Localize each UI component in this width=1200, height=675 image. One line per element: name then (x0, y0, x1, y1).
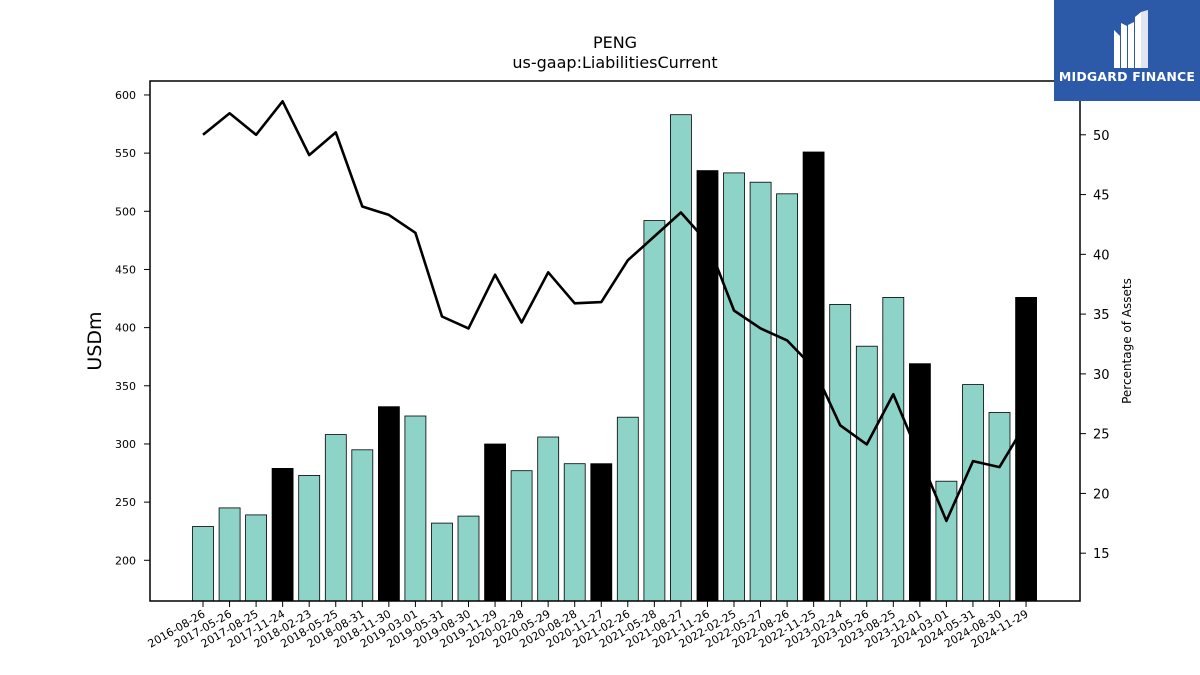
bar-2022-11-25 (802, 151, 825, 602)
bar-2018-02-23 (298, 474, 321, 602)
y2-tick-label: 25 (1093, 428, 1110, 443)
bar-2024-03-01 (935, 480, 958, 602)
bar-2024-11-29 (1015, 296, 1037, 602)
bar-2016-08-26 (192, 526, 214, 602)
y-tick-label: 450 (115, 263, 136, 276)
bar-2023-12-01 (909, 363, 931, 602)
bar-2019-08-30 (457, 515, 480, 602)
y-tick-label: 350 (115, 380, 136, 393)
y-tick-label: 250 (115, 496, 136, 509)
y2-tick-label: 50 (1093, 129, 1110, 144)
y-tick-label: 200 (115, 554, 136, 567)
y2-tick-label: 20 (1093, 487, 1110, 502)
bar-2019-03-01 (404, 415, 427, 602)
y2-tick-label: 35 (1093, 308, 1110, 323)
bar-2017-08-25 (245, 514, 268, 602)
bar-2024-05-31 (962, 384, 984, 602)
bar-2018-08-31 (351, 449, 374, 602)
logo-text: MIDGARD FINANCE (1058, 69, 1196, 84)
bar-2022-02-25 (723, 172, 745, 602)
bar-2020-02-28 (510, 470, 533, 602)
y2-tick-label: 40 (1093, 248, 1110, 263)
y-axis-label: USDm (84, 311, 106, 370)
bar-2018-05-25 (324, 434, 347, 602)
bar-2019-05-31 (431, 522, 453, 602)
bar-2023-08-25 (882, 296, 905, 602)
bar-2019-11-29 (484, 443, 507, 602)
bar-2018-11-30 (377, 406, 400, 602)
y2-tick-label: 15 (1093, 547, 1110, 562)
bar-2020-08-28 (563, 463, 586, 602)
y-tick-label: 400 (115, 322, 136, 335)
bar-2022-08-26 (776, 193, 798, 602)
bar-2017-05-26 (218, 507, 241, 602)
bar-2020-11-27 (590, 463, 613, 602)
y-tick-label: 550 (115, 147, 136, 160)
bar-2023-02-24 (829, 303, 852, 602)
bar-2021-05-28 (643, 220, 666, 602)
bar-2021-08-27 (670, 114, 692, 602)
y-tick-label: 300 (115, 438, 136, 451)
y-tick-label: 500 (115, 205, 136, 218)
chart-title: PENG (593, 33, 637, 52)
y2-tick-label: 30 (1093, 368, 1110, 383)
percentage-line (202, 100, 1028, 523)
y2-tick-label: 45 (1093, 189, 1110, 204)
bar-2023-05-26 (855, 345, 878, 602)
bar-2024-08-30 (988, 412, 1011, 602)
midgard-finance-logo: MIDGARD FINANCE (1054, 0, 1200, 101)
y-tick-label: 600 (115, 89, 136, 102)
bar-2020-05-29 (537, 436, 560, 602)
plot-frame (149, 80, 1081, 602)
chart-subtitle: us-gaap:LiabilitiesCurrent (512, 53, 717, 72)
bar-2021-02-26 (616, 416, 639, 602)
logo-mark-icon (1114, 10, 1148, 68)
bar-2022-05-27 (749, 181, 772, 602)
bar-2017-11-24 (271, 467, 294, 602)
y2-axis-label: Percentage of Assets (1120, 278, 1134, 404)
